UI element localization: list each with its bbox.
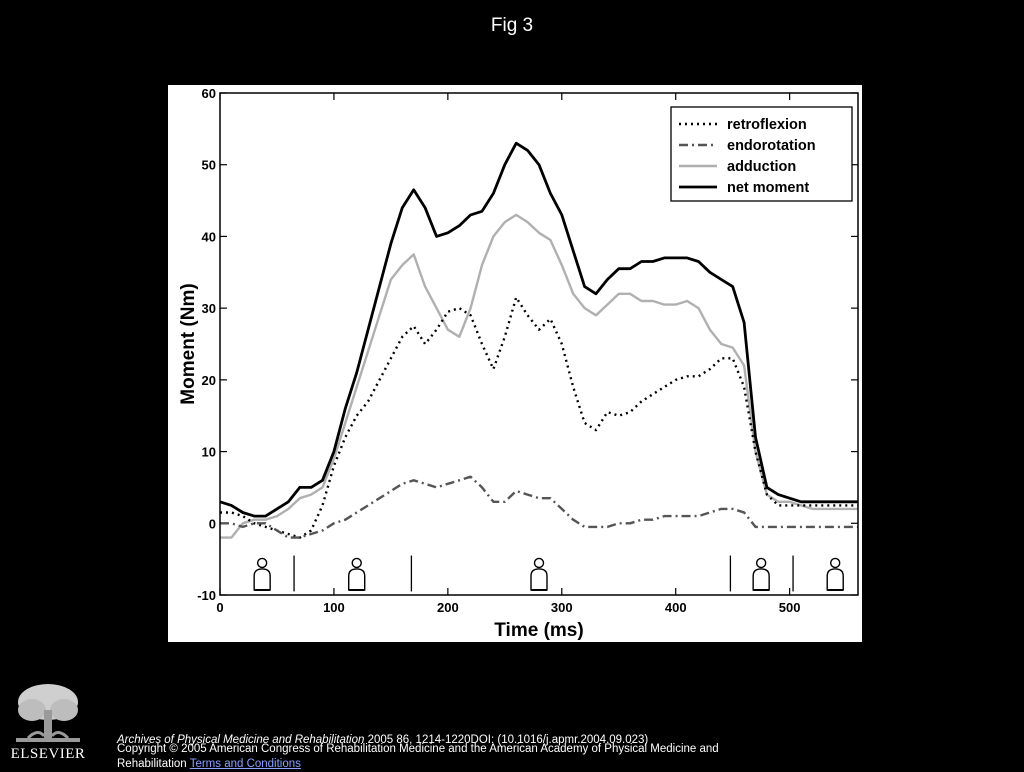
series-line-retroflexion (220, 296, 858, 539)
x-tick-label: 0 (216, 600, 223, 615)
figure-body (253, 568, 271, 591)
legend-entry-label: endorotation (727, 138, 816, 154)
y-axis-label: Moment (Nm) (178, 283, 199, 404)
citation-details: 2005 86, 1214-1220DOI: (10.1016/j.apmr.2… (364, 734, 649, 746)
y-tick-label: 20 (202, 373, 216, 388)
person-figure-icon (752, 557, 770, 591)
y-tick-label: 0 (209, 516, 216, 531)
slide-title: Fig 3 (490, 15, 534, 36)
figure-head (830, 557, 841, 569)
x-tick-label: 100 (323, 600, 345, 615)
figure-panel: -10 0 10 20 30 40 50 60 0 100 200 300 400 500 retrofl… (168, 85, 862, 642)
series-line-endorotation (220, 475, 858, 539)
legend: retroflexion endorotation adduction net mom… (670, 106, 853, 202)
y-tick-label: -10 (197, 588, 216, 603)
figure-head (351, 557, 362, 569)
x-tick-label: 300 (551, 600, 573, 615)
y-tick-label: 30 (202, 301, 216, 316)
elsevier-logo: ELSEVIER (8, 680, 88, 768)
logo-word: ELSEVIER (10, 746, 86, 762)
series-line-net-moment (219, 141, 858, 518)
x-tick-label: 500 (779, 600, 801, 615)
figure-head (755, 557, 767, 569)
phase-markers (253, 555, 844, 592)
figure-head (256, 557, 268, 569)
y-tick-label: 50 (202, 158, 216, 173)
legend-entry-label: net moment (727, 180, 809, 196)
tree-icon (8, 680, 88, 746)
copyright-text: Copyright © 2005 American Congress of Re… (117, 743, 719, 770)
series-layer (219, 141, 858, 539)
y-tick-label: 60 (202, 86, 216, 101)
figure-body (530, 568, 548, 591)
x-tick-label: 400 (665, 600, 687, 615)
x-axis-label: Time (ms) (494, 620, 583, 641)
legend-box (670, 106, 853, 202)
plot-frame (219, 92, 859, 596)
series-line-adduction (220, 213, 858, 539)
journal-name: Archives of Physical Medicine and Rehabi… (117, 734, 365, 746)
figure-body (752, 568, 770, 591)
legend-entry-label: adduction (727, 159, 796, 175)
person-figure-icon (253, 557, 271, 591)
person-figure-icon (826, 557, 844, 591)
citation: Archives of Physical Medicine and Rehabi… (117, 733, 757, 747)
y-tick-label: 10 (202, 445, 216, 460)
terms-and-conditions-link[interactable]: Terms and Conditions (189, 758, 301, 770)
person-figure-icon (348, 557, 366, 591)
x-tick-label: 200 (437, 600, 459, 615)
figure-head (533, 557, 545, 569)
copyright: Copyright © 2005 American Congress of Re… (117, 742, 757, 772)
figure-body (348, 568, 366, 591)
person-figure-icon (530, 557, 548, 591)
legend-entry-label: retroflexion (727, 117, 807, 133)
figure-body (826, 568, 844, 591)
y-tick-label: 40 (202, 229, 216, 244)
